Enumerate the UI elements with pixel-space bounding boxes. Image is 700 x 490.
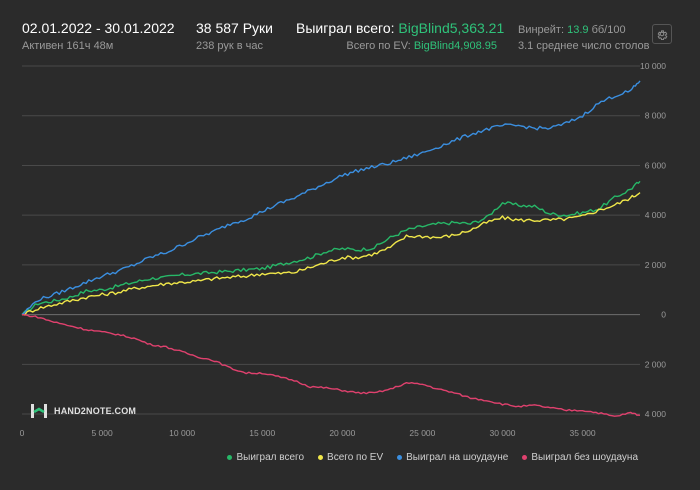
- stats-header: 02.01.2022 - 30.01.2022 Активен 161ч 48м…: [0, 0, 700, 60]
- active-time: Активен 161ч 48м: [22, 40, 114, 52]
- legend-dot: [522, 455, 528, 460]
- x-tick-label: 20 000: [329, 428, 355, 438]
- legend-label: Выиграл на шоудауне: [406, 452, 509, 463]
- legend-label: Выиграл всего: [236, 452, 305, 463]
- winrate-unit: бб/100: [588, 24, 626, 36]
- logo-text: HAND2NOTE.COM: [54, 406, 137, 416]
- hands-per-hour: 238 рук в час: [196, 40, 264, 52]
- x-tick-label: 10 000: [169, 428, 195, 438]
- x-tick-label: 30 000: [489, 428, 515, 438]
- won-total-value: BigBlind5,363.21: [398, 20, 505, 36]
- won-total-label: Выиграл всего:: [296, 20, 399, 36]
- y-tick-label: 10 000: [640, 61, 666, 71]
- legend-label: Всего по EV: [327, 452, 384, 463]
- chart-axes: 10 000 8 000 6 000 4 000 2 000 0 2 000 4 000 0 5 …: [20, 61, 667, 438]
- legend-item-4[interactable]: Выиграл без шоудауна: [522, 452, 638, 463]
- chart-grid: [22, 65, 640, 415]
- legend-dot: [318, 455, 324, 460]
- ev-total: Всего по EV: BigBlind4,908.95: [346, 40, 497, 52]
- ev-total-value: BigBlind4,908.95: [413, 40, 497, 52]
- chart-legend: Выиграл всего Всего по EV Выиграл на шоуда…: [227, 452, 638, 463]
- series-line-2: [21, 192, 641, 316]
- settings-button[interactable]: [652, 24, 672, 44]
- date-range: 02.01.2022 - 30.01.2022: [22, 20, 175, 36]
- legend-item-2[interactable]: Всего по EV: [318, 452, 383, 463]
- gear-icon: [657, 30, 668, 40]
- h2n-logo-icon: [31, 404, 47, 418]
- x-tick-label: 35 000: [570, 428, 596, 438]
- series-line-1: [21, 180, 641, 316]
- hands-count: 38 587 Руки: [196, 20, 273, 36]
- legend-item-3[interactable]: Выиграл на шоудауне: [397, 452, 508, 463]
- y-tick-label: 2 000: [645, 260, 667, 270]
- hand2note-logo: HAND2NOTE.COM: [30, 403, 136, 419]
- avg-tables: 3.1 среднее число столов: [518, 40, 650, 52]
- y-tick-label: 2 000: [645, 359, 667, 369]
- winrate-value: 13.9: [567, 24, 589, 36]
- x-tick-label: 25 000: [409, 428, 435, 438]
- winrate-label: Винрейт:: [518, 24, 568, 36]
- legend-item-1[interactable]: Выиграл всего: [227, 452, 304, 463]
- x-tick-label: 0: [20, 428, 25, 438]
- series-line-4: [21, 313, 641, 417]
- legend-dot: [397, 455, 403, 460]
- y-tick-label: 4 000: [645, 409, 667, 419]
- y-tick-label: 8 000: [645, 111, 667, 121]
- legend-dot: [227, 455, 233, 460]
- series-line-3: [21, 80, 641, 316]
- ev-total-label: Всего по EV:: [346, 40, 414, 52]
- winrate: Винрейт: 13.9 бб/100: [518, 24, 626, 36]
- legend-label: Выиграл без шоудауна: [531, 452, 638, 463]
- x-tick-label: 15 000: [249, 428, 275, 438]
- won-total: Выиграл всего: BigBlind5,363.21: [296, 20, 504, 36]
- x-tick-label: 5 000: [91, 428, 113, 438]
- profit-chart: 10 000 8 000 6 000 4 000 2 000 0 2 000 4 000 0 5 …: [20, 61, 667, 438]
- y-tick-label: 0: [661, 310, 666, 320]
- y-tick-label: 4 000: [645, 210, 667, 220]
- y-tick-label: 6 000: [645, 160, 667, 170]
- chart-series: [21, 80, 641, 417]
